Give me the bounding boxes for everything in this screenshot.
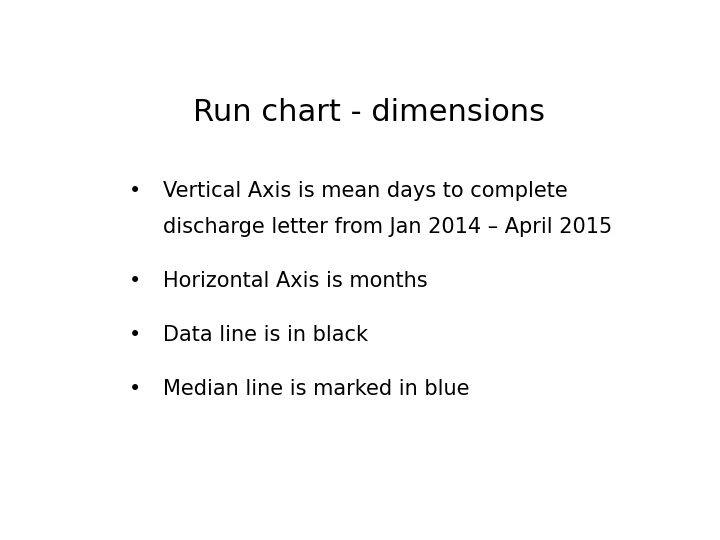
Text: discharge letter from Jan 2014 – April 2015: discharge letter from Jan 2014 – April 2…: [163, 217, 612, 237]
Text: Vertical Axis is mean days to complete: Vertical Axis is mean days to complete: [163, 181, 567, 201]
Text: •: •: [128, 271, 141, 291]
Text: Data line is in black: Data line is in black: [163, 325, 367, 345]
Text: Horizontal Axis is months: Horizontal Axis is months: [163, 271, 427, 291]
Text: •: •: [128, 325, 141, 345]
Text: •: •: [128, 181, 141, 201]
Text: Run chart - dimensions: Run chart - dimensions: [193, 98, 545, 127]
Text: •: •: [128, 379, 141, 399]
Text: Median line is marked in blue: Median line is marked in blue: [163, 379, 469, 399]
